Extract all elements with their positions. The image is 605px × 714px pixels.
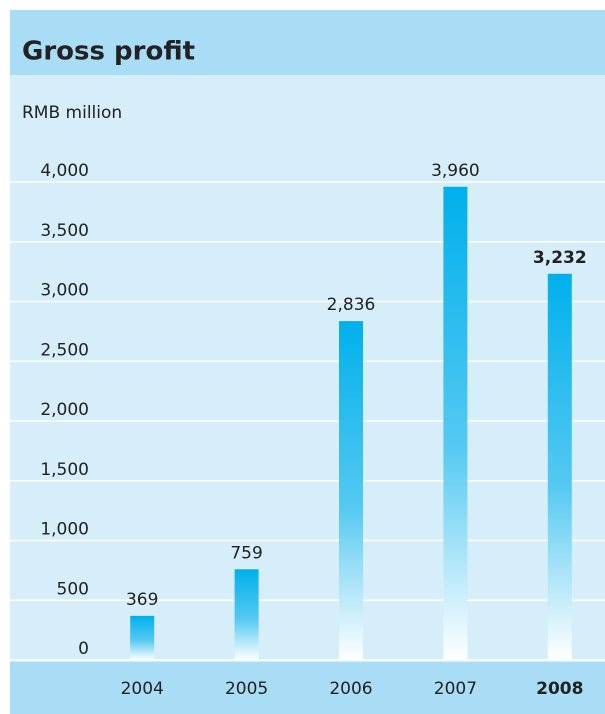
bar bbox=[130, 615, 155, 660]
x-tick-label: 2005 bbox=[225, 679, 268, 699]
chart-title: Gross profit bbox=[22, 37, 195, 67]
y-axis-label: RMB million bbox=[22, 103, 122, 123]
value-label: 369 bbox=[126, 590, 158, 610]
bar bbox=[234, 569, 259, 660]
value-label: 2,836 bbox=[327, 295, 376, 315]
x-tick-label: 2004 bbox=[121, 679, 164, 699]
y-tick-label: 500 bbox=[57, 579, 89, 599]
value-label: 3,960 bbox=[431, 161, 480, 181]
y-tick-label: 4,000 bbox=[40, 161, 89, 181]
value-label: 3,232 bbox=[533, 248, 587, 268]
bar bbox=[547, 273, 572, 660]
y-tick-label: 2,000 bbox=[40, 400, 89, 420]
bar bbox=[443, 186, 468, 660]
y-tick-label: 2,500 bbox=[40, 340, 89, 360]
bar bbox=[339, 321, 363, 660]
x-tick-label: 2008 bbox=[536, 679, 583, 699]
y-tick-label: 1,500 bbox=[40, 460, 89, 480]
y-tick-label: 3,000 bbox=[40, 281, 89, 301]
value-label: 759 bbox=[230, 543, 262, 563]
y-tick-label: 3,500 bbox=[40, 221, 89, 241]
category-bar bbox=[10, 662, 605, 714]
x-tick-label: 2007 bbox=[434, 679, 477, 699]
y-tick-label: 0 bbox=[78, 639, 89, 659]
title-bar bbox=[10, 10, 605, 75]
y-tick-label: 1,000 bbox=[40, 520, 89, 540]
x-tick-label: 2006 bbox=[329, 679, 372, 699]
